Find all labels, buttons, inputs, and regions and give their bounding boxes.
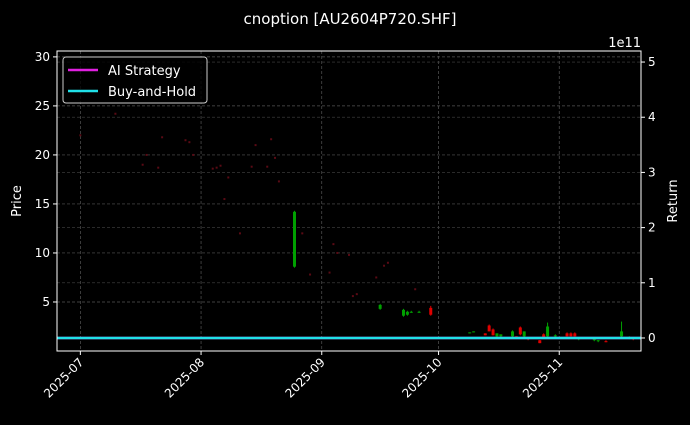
- candle-body: [429, 307, 433, 315]
- candle-doji: [238, 232, 241, 235]
- y-tick-label: 10: [35, 246, 50, 260]
- legend-label-ai: AI Strategy: [108, 64, 181, 79]
- candle-body: [402, 309, 406, 316]
- legend: AI Strategy Buy-and-Hold: [62, 56, 208, 104]
- y2-tick-label: 4: [648, 110, 656, 124]
- candle-doji: [223, 198, 226, 201]
- candles: [79, 112, 635, 344]
- candle-doji: [219, 164, 222, 167]
- candle-doji: [348, 253, 350, 256]
- y-axis-left: 5 10 15 20 25 30: [35, 50, 57, 309]
- y-axis-label: Price: [10, 185, 25, 217]
- candle-body: [592, 339, 596, 341]
- candle-body: [487, 325, 491, 332]
- candle-doji: [386, 261, 389, 264]
- legend-label-bh: Buy-and-Hold: [108, 85, 196, 100]
- candle-body: [417, 311, 421, 313]
- x-axis: 2025-07 2025-08 2025-09 2025-10 2025-11: [41, 351, 565, 401]
- candle-doji: [277, 180, 280, 183]
- y-tick-label: 15: [35, 197, 50, 211]
- y2-tick-label: 3: [648, 165, 656, 179]
- candle-body: [472, 331, 476, 333]
- y2-axis-label: Return: [666, 179, 681, 222]
- candle-doji: [301, 232, 304, 235]
- candle-doji: [250, 165, 253, 168]
- candle-doji: [145, 153, 148, 156]
- candle-doji: [266, 165, 269, 168]
- candle-doji: [211, 167, 214, 170]
- candle-doji: [192, 153, 195, 156]
- candle-body: [542, 334, 546, 339]
- candle-body: [405, 311, 409, 315]
- x-tick-label: 2025-07: [41, 355, 86, 400]
- candle-doji: [215, 166, 218, 169]
- candle-body: [596, 340, 600, 342]
- candle-doji: [114, 112, 117, 115]
- y-tick-label: 20: [35, 148, 50, 162]
- candle-doji: [414, 288, 417, 291]
- candle-body: [546, 326, 550, 337]
- y2-tick-label: 2: [648, 221, 656, 235]
- candle-body: [491, 329, 495, 336]
- candle-doji: [188, 141, 191, 144]
- candle-doji: [375, 276, 378, 279]
- x-tick-label: 2025-09: [283, 355, 328, 400]
- candle-body: [499, 334, 503, 337]
- candle-body: [553, 335, 557, 337]
- y2-offset-text: 1e11: [608, 36, 641, 51]
- candle-doji: [355, 293, 358, 296]
- candle-body: [511, 331, 515, 337]
- candle-doji: [332, 243, 335, 246]
- candle-doji: [351, 295, 354, 298]
- candle-doji: [309, 273, 312, 276]
- candle-doji: [336, 251, 339, 254]
- candle-body: [565, 333, 569, 337]
- candle-doji: [270, 138, 273, 141]
- y2-tick-label: 5: [648, 55, 656, 69]
- x-tick-label: 2025-10: [399, 355, 444, 400]
- candle-body: [522, 331, 526, 337]
- candle-doji: [157, 166, 160, 169]
- candle-body: [573, 333, 577, 337]
- y-tick-label: 25: [35, 99, 50, 113]
- candle-body: [378, 304, 382, 309]
- y-tick-label: 30: [35, 50, 50, 64]
- x-tick-label: 2025-11: [520, 355, 565, 400]
- candle-body: [620, 331, 624, 337]
- candle-body: [518, 327, 522, 335]
- candle-body: [468, 332, 472, 334]
- candle-body: [538, 340, 542, 344]
- plot-frame: [56, 50, 642, 352]
- candle-doji: [79, 134, 82, 137]
- y2-tick-label: 0: [648, 331, 656, 345]
- candle-doji: [141, 163, 144, 166]
- candle-body: [292, 211, 296, 267]
- y-tick-label: 5: [42, 295, 50, 309]
- candle-body: [604, 341, 608, 343]
- candle-doji: [274, 156, 277, 159]
- chart-title: cnoption [AU2604P720.SHF]: [244, 10, 457, 28]
- x-tick-label: 2025-08: [162, 355, 207, 400]
- candle-body: [483, 333, 487, 336]
- candle-doji: [161, 136, 164, 139]
- candle-doji: [227, 176, 230, 179]
- y-axis-right: 0 1 2 3 4 5: [641, 55, 656, 345]
- candle-doji: [254, 144, 257, 147]
- legend-frame: [62, 56, 208, 104]
- candle-doji: [184, 139, 187, 142]
- candle-body: [495, 333, 499, 337]
- y2-tick-label: 1: [648, 276, 656, 290]
- candle-body: [409, 311, 413, 313]
- candle-doji: [328, 271, 331, 274]
- candle-body: [569, 333, 573, 337]
- candle-doji: [383, 264, 386, 267]
